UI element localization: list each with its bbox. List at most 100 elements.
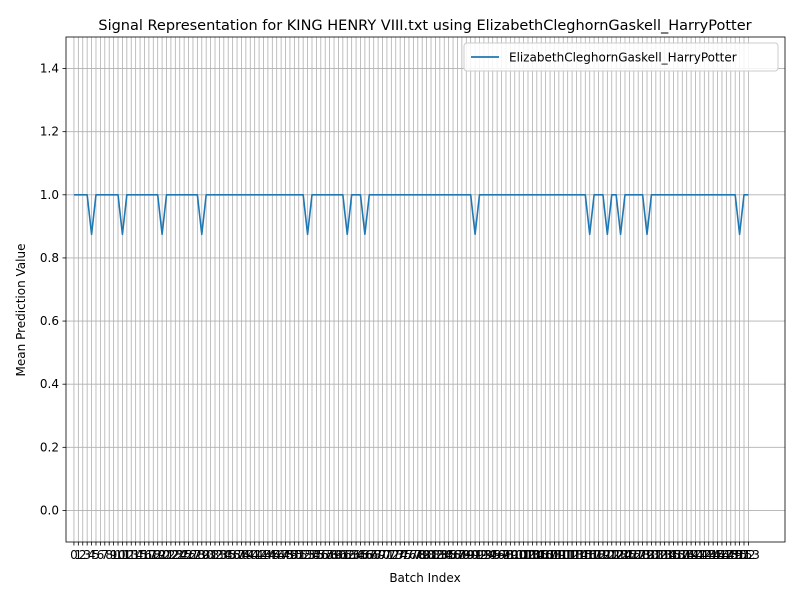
x-tick-label: 71 <box>379 548 394 562</box>
x-tick-label: 144 <box>697 548 720 562</box>
x-tick-label: 11 <box>115 548 130 562</box>
x-tick-label: 136 <box>662 548 685 562</box>
x-tick-label: 37 <box>229 548 244 562</box>
y-tick-label: 0.6 <box>40 314 59 328</box>
x-tick-label: 21 <box>159 548 174 562</box>
y-tick-label: 1.0 <box>40 188 59 202</box>
x-tick-label: 25 <box>177 548 192 562</box>
x-tick-label: 67 <box>362 548 377 562</box>
x-tick-label: 39 <box>238 548 253 562</box>
x-tick-label: 62 <box>340 548 355 562</box>
x-tick-label: 1 <box>75 548 83 562</box>
x-tick-label: 23 <box>168 548 183 562</box>
x-tick-label: 24 <box>172 548 187 562</box>
x-tick-label: 7 <box>101 548 109 562</box>
x-tick-label: 98 <box>498 548 513 562</box>
x-tick-label: 137 <box>666 548 689 562</box>
x-tick-label: 48 <box>278 548 293 562</box>
x-tick-label: 132 <box>644 548 667 562</box>
x-tick-label: 122 <box>600 548 623 562</box>
grid <box>66 37 785 542</box>
x-tick-label: 125 <box>614 548 637 562</box>
y-tick-label: 1.4 <box>40 62 59 76</box>
x-tick-label: 42 <box>251 548 266 562</box>
x-tick-label: 6 <box>97 548 105 562</box>
x-tick-label: 151 <box>728 548 751 562</box>
x-tick-label: 91 <box>467 548 482 562</box>
x-tick-label: 29 <box>194 548 209 562</box>
x-tick-label: 103 <box>517 548 540 562</box>
x-tick-label: 40 <box>243 548 258 562</box>
x-tick-label: 95 <box>485 548 500 562</box>
y-tick-label: 0.2 <box>40 440 59 454</box>
x-tick-label: 86 <box>445 548 460 562</box>
x-tick-label: 149 <box>719 548 742 562</box>
x-tick-label: 64 <box>348 548 363 562</box>
x-tick-label: 146 <box>706 548 729 562</box>
x-tick-label: 106 <box>530 548 553 562</box>
x-tick-label: 80 <box>419 548 434 562</box>
series-line <box>73 194 749 236</box>
x-tick-label: 117 <box>578 548 601 562</box>
x-tick-label: 108 <box>539 548 562 562</box>
x-tick-label: 54 <box>304 548 319 562</box>
x-tick-label: 47 <box>273 548 288 562</box>
x-tick-label: 28 <box>190 548 205 562</box>
x-tick-label: 4 <box>88 548 96 562</box>
x-tick-label: 131 <box>640 548 663 562</box>
x-tick-label: 77 <box>406 548 421 562</box>
x-tick-label: 78 <box>410 548 425 562</box>
x-tick-label: 9 <box>110 548 118 562</box>
x-tick-label: 124 <box>609 548 632 562</box>
x-tick-label: 45 <box>265 548 280 562</box>
x-tick-label: 63 <box>344 548 359 562</box>
x-tick-label: 129 <box>631 548 654 562</box>
x-tick-label: 16 <box>137 548 152 562</box>
x-tick-label: 56 <box>313 548 328 562</box>
x-tick-label: 26 <box>181 548 196 562</box>
legend: ElizabethCleghornGaskell_HarryPotter <box>463 42 779 72</box>
x-tick-label: 43 <box>256 548 271 562</box>
x-tick-label: 101 <box>508 548 531 562</box>
x-tick-label: 34 <box>216 548 231 562</box>
x-tick-label: 141 <box>684 548 707 562</box>
x-tick-label: 70 <box>375 548 390 562</box>
x-tick-label: 84 <box>437 548 452 562</box>
x-tick-label: 50 <box>287 548 302 562</box>
series-layer <box>73 194 749 236</box>
x-tick-label: 104 <box>521 548 544 562</box>
x-tick-label: 127 <box>622 548 645 562</box>
x-tick-label: 12 <box>119 548 134 562</box>
plot-frame <box>65 36 786 543</box>
x-tick-label: 15 <box>132 548 147 562</box>
x-tick-label: 2 <box>79 548 87 562</box>
x-tick-label: 17 <box>141 548 156 562</box>
x-tick-label: 123 <box>605 548 628 562</box>
x-tick-label: 147 <box>711 548 734 562</box>
x-tick-label: 76 <box>401 548 416 562</box>
x-tick-label: 46 <box>269 548 284 562</box>
x-tick-label: 102 <box>512 548 535 562</box>
x-tick-label: 107 <box>534 548 557 562</box>
chart-title: Signal Representation for KING HENRY VII… <box>98 18 751 34</box>
x-tick-label: 41 <box>247 548 262 562</box>
x-tick-label: 44 <box>260 548 275 562</box>
y-axis-ticks: 0.0 0.2 0.4 0.6 0.8 1.0 1.2 1.4 <box>40 62 66 517</box>
x-axis-label: Batch Index <box>389 571 460 585</box>
x-tick-label: 85 <box>441 548 456 562</box>
y-tick-label: 0.8 <box>40 251 59 265</box>
x-tick-label: 148 <box>715 548 738 562</box>
y-tick-label: 0.4 <box>40 377 59 391</box>
x-tick-label: 22 <box>163 548 178 562</box>
x-tick-label: 150 <box>724 548 747 562</box>
x-tick-label: 32 <box>207 548 222 562</box>
x-tick-label: 139 <box>675 548 698 562</box>
x-tick-label: 133 <box>649 548 672 562</box>
x-tick-label: 31 <box>203 548 218 562</box>
x-tick-label: 112 <box>556 548 579 562</box>
x-tick-label: 74 <box>393 548 408 562</box>
x-tick-label: 116 <box>574 548 597 562</box>
legend-box <box>463 42 779 72</box>
x-tick-label: 73 <box>388 548 403 562</box>
